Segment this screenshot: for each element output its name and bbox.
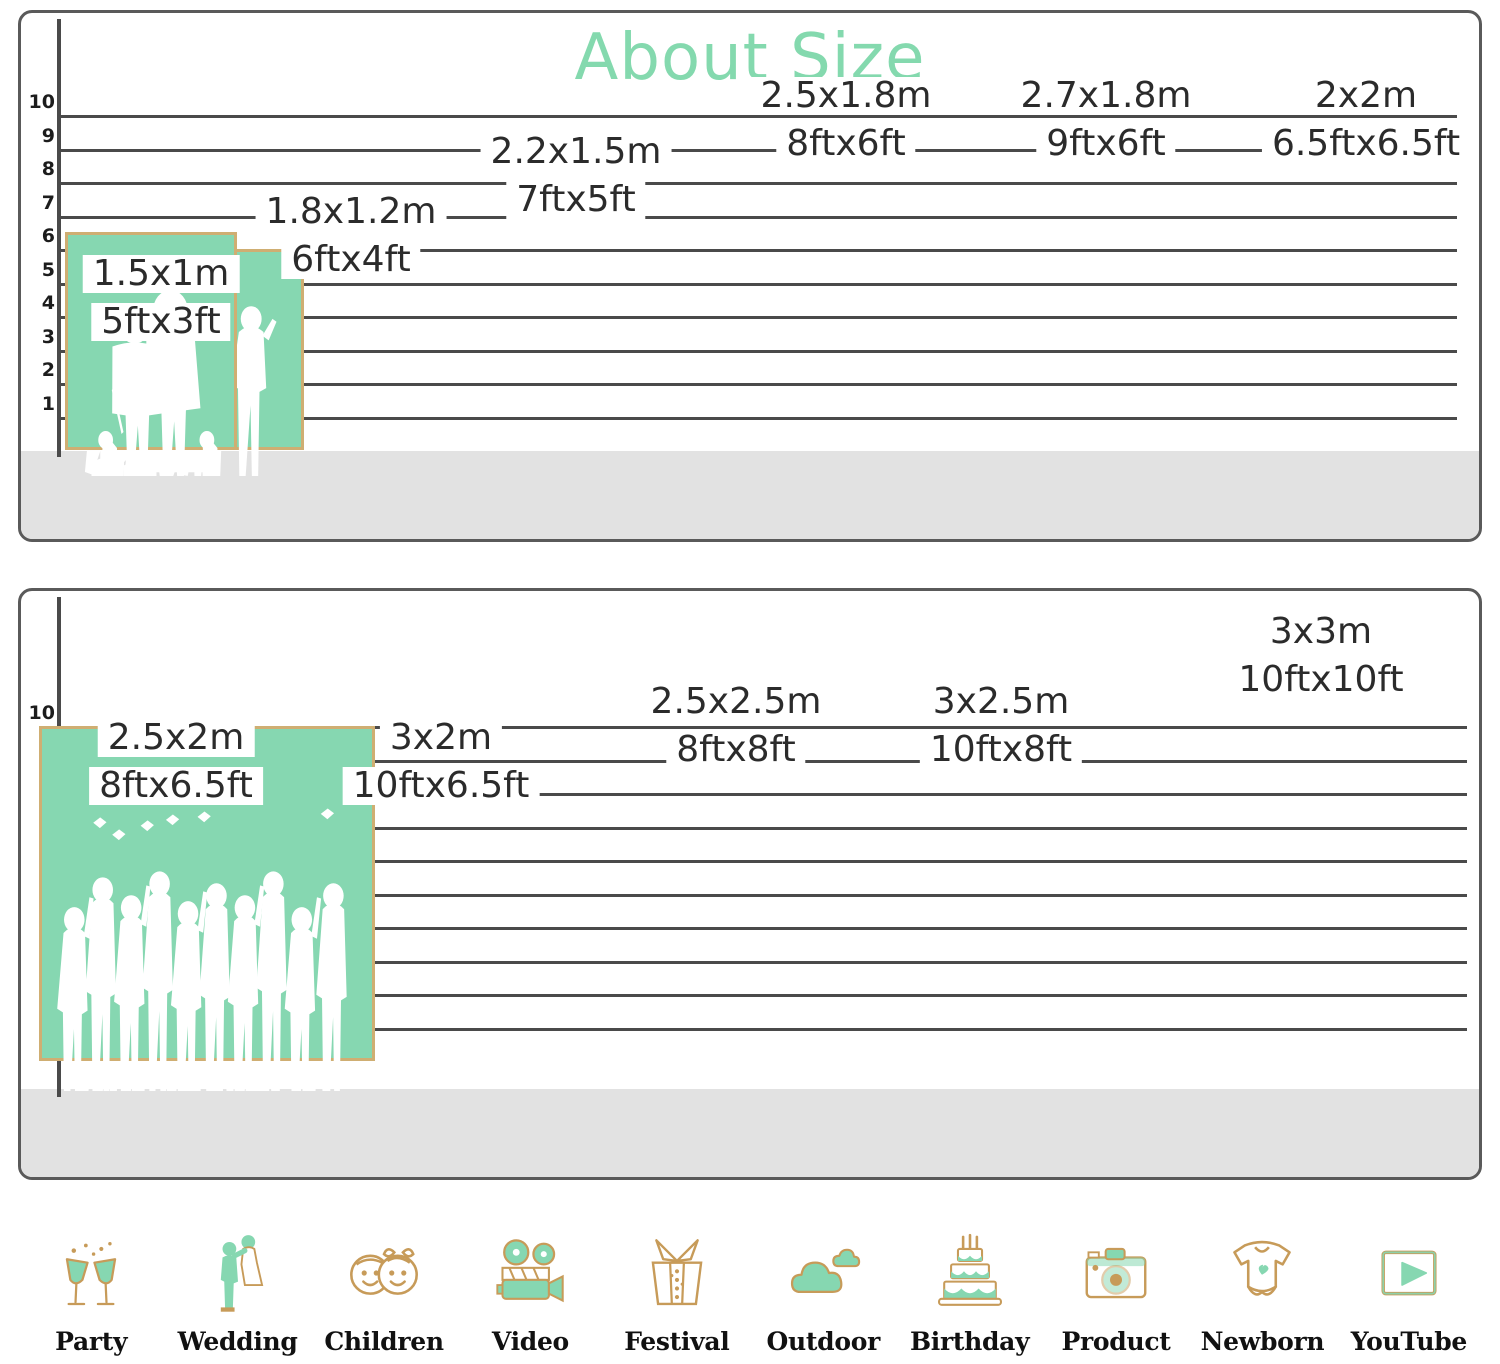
- size-label-metric: 3x2m: [380, 719, 502, 757]
- size-label-imperial: 10ftx8ft: [920, 731, 1082, 769]
- use-case-label: Children: [324, 1327, 443, 1356]
- ruler-number: 7: [21, 192, 55, 214]
- use-case-label: Festival: [624, 1327, 729, 1356]
- two-kid-faces-icon: [341, 1225, 427, 1321]
- size-label-metric: 2.7x1.8m: [1011, 77, 1202, 115]
- use-case-label: Outdoor: [767, 1327, 880, 1356]
- use-case-label: Birthday: [910, 1327, 1029, 1356]
- size-label-metric: 3x3m: [1260, 613, 1382, 651]
- about-size-infographic: About Size 10987654321 1.5x1m5ftx3ft1.8x…: [0, 0, 1500, 1364]
- ruler-number: 3: [21, 326, 55, 348]
- use-case-label: Product: [1062, 1327, 1171, 1356]
- use-case-youtube: YouTube: [1336, 1196, 1482, 1356]
- use-case-festival: Festival: [604, 1196, 750, 1356]
- cloud-icon: [780, 1225, 866, 1321]
- size-label-imperial: 6ftx4ft: [281, 241, 420, 279]
- camera-icon: [1073, 1225, 1159, 1321]
- ruler-line: [57, 149, 1457, 152]
- size-label-metric: 1.5x1m: [83, 255, 240, 293]
- size-label-imperial: 8ftx6.5ft: [89, 767, 263, 805]
- size-label-metric: 2.5x2m: [98, 719, 255, 757]
- movie-camera-icon: [487, 1225, 573, 1321]
- size-label-metric: 2.5x2.5m: [641, 683, 832, 721]
- size-label-metric: 2.2x1.5m: [481, 133, 672, 171]
- use-case-label: Party: [55, 1327, 127, 1356]
- size-panel-top: About Size 10987654321 1.5x1m5ftx3ft1.8x…: [18, 10, 1482, 542]
- ruler-line: [57, 115, 1457, 118]
- gift-box-icon: [634, 1225, 720, 1321]
- use-case-label: Video: [492, 1327, 569, 1356]
- size-panel-bottom: 10987654321 2.5x2m8ftx6.5ft3x2m10ftx6.5f…: [18, 588, 1482, 1180]
- birthday-cake-icon: [927, 1225, 1013, 1321]
- ruler-pole-top: [57, 19, 61, 457]
- ruler-number: 5: [21, 259, 55, 281]
- floor-bottom: [21, 1089, 1479, 1177]
- ruler-line: [57, 182, 1457, 185]
- size-label-metric: 2x2m: [1305, 77, 1427, 115]
- ruler-number: 10: [21, 91, 55, 113]
- use-case-product: Product: [1043, 1196, 1189, 1356]
- size-label-metric: 3x2.5m: [923, 683, 1080, 721]
- ruler-number: 6: [21, 225, 55, 247]
- use-case-birthday: Birthday: [896, 1196, 1042, 1356]
- use-case-label: Wedding: [178, 1327, 298, 1356]
- use-case-party: Party: [18, 1196, 164, 1356]
- ruler-number: 9: [21, 125, 55, 147]
- use-case-wedding: Wedding: [164, 1196, 310, 1356]
- ruler-number: 1: [21, 393, 55, 415]
- size-label-imperial: 10ftx6.5ft: [343, 767, 540, 805]
- use-case-label: Newborn: [1201, 1327, 1325, 1356]
- size-label-metric: 2.5x1.8m: [751, 77, 942, 115]
- use-case-children: Children: [311, 1196, 457, 1356]
- use-case-newborn: Newborn: [1189, 1196, 1335, 1356]
- use-case-label: YouTube: [1351, 1327, 1467, 1356]
- size-label-imperial: 5ftx3ft: [91, 303, 230, 341]
- use-case-outdoor: Outdoor: [750, 1196, 896, 1356]
- size-label-imperial: 10ftx10ft: [1228, 661, 1413, 699]
- baby-onesie-icon: [1219, 1225, 1305, 1321]
- ruler-number: 8: [21, 158, 55, 180]
- ruler-number: 10: [21, 702, 55, 724]
- champagne-glasses-icon: [48, 1225, 134, 1321]
- size-label-imperial: 9ftx6ft: [1036, 125, 1175, 163]
- ruler-number: 2: [21, 359, 55, 381]
- size-label-imperial: 6.5ftx6.5ft: [1262, 125, 1470, 163]
- size-label-metric: 1.8x1.2m: [256, 193, 447, 231]
- silhouette-graduation-crowd-with-caps: [49, 793, 365, 1091]
- use-case-strip: Party Wedding Children Video: [18, 1196, 1482, 1356]
- size-label-imperial: 7ftx5ft: [506, 181, 645, 219]
- ruler-number: 4: [21, 292, 55, 314]
- play-button-icon: [1366, 1225, 1452, 1321]
- wedding-couple-icon: [195, 1225, 281, 1321]
- use-case-video: Video: [457, 1196, 603, 1356]
- size-label-imperial: 8ftx8ft: [666, 731, 805, 769]
- size-label-imperial: 8ftx6ft: [776, 125, 915, 163]
